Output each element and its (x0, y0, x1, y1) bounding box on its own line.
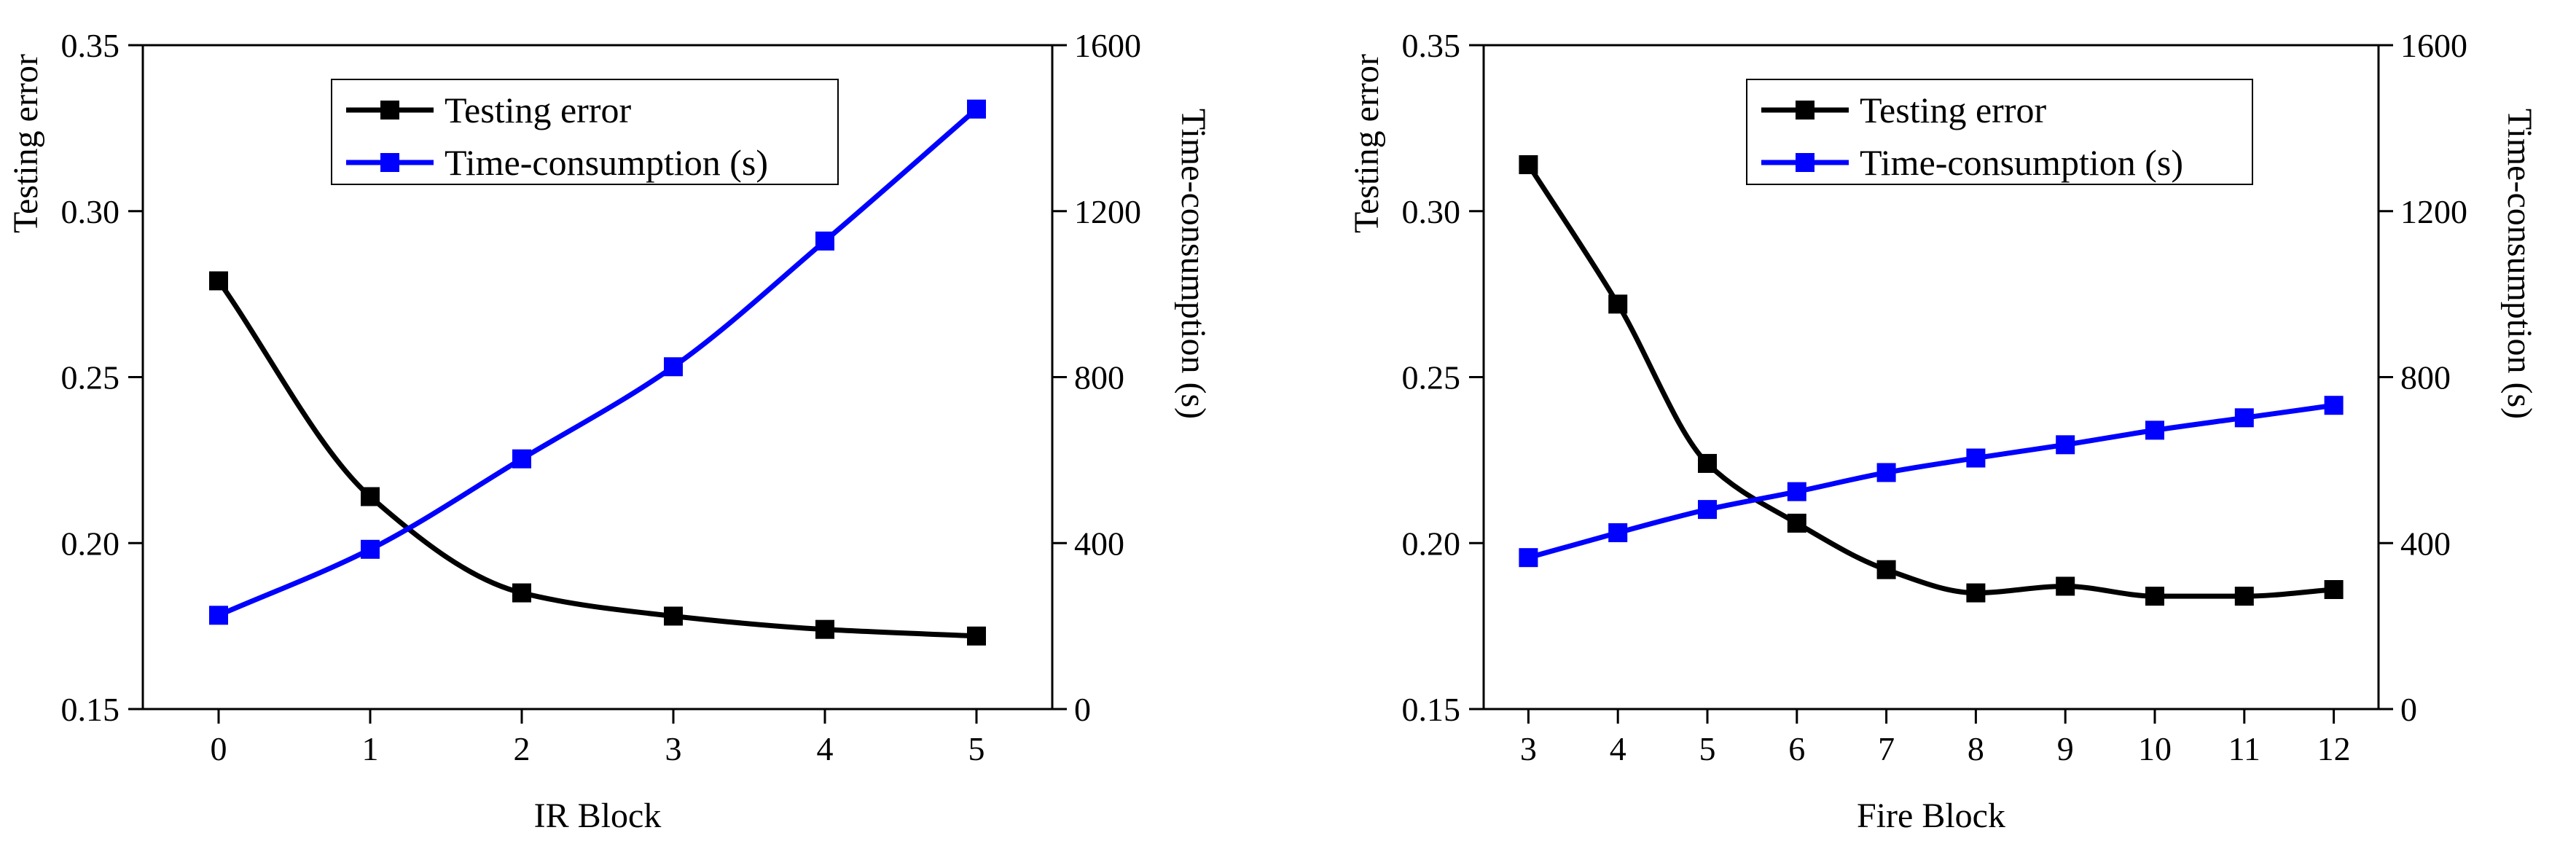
x-tick-label: 9 (2057, 730, 2074, 767)
x-tick-label: 10 (2138, 730, 2172, 767)
y-left-tick-label: 0.20 (1402, 525, 1461, 562)
x-tick-label: 5 (968, 730, 985, 767)
data-point-time-consumption (2056, 435, 2075, 455)
x-tick-label: 7 (1878, 730, 1895, 767)
y-left-axis-title: Testing error (7, 54, 45, 233)
data-point-time-consumption (1608, 523, 1628, 543)
y-left-tick-label: 0.35 (1402, 27, 1461, 64)
data-point-testing-error (1876, 560, 1896, 579)
data-point-testing-error (361, 487, 380, 506)
legend-marker-time-consumption (380, 153, 399, 172)
series-time-consumption (1519, 396, 2344, 568)
y-left-tick-label: 0.35 (61, 27, 120, 64)
data-point-testing-error (2056, 576, 2075, 596)
panel-1: 0 1 2 3 4 5 0.15 0.20 0.25 0.30 0.35 0 400 800 1200 160… (7, 27, 1213, 835)
y-right-tick-label: 400 (2400, 525, 2451, 562)
data-point-testing-error (1966, 583, 1986, 603)
data-point-testing-error (209, 271, 228, 291)
y-right-axis-title: Time-consumption (s) (2500, 109, 2539, 419)
series-testing-error (1519, 154, 2344, 606)
data-point-time-consumption (1698, 500, 1717, 520)
y-right-tick-label: 400 (1074, 525, 1124, 562)
data-point-testing-error (967, 626, 986, 646)
legend-box (1746, 79, 2253, 185)
data-point-testing-error (1519, 154, 1538, 174)
x-tick-label: 12 (2317, 730, 2351, 767)
legend-marker-time-consumption (1796, 153, 1814, 172)
data-point-testing-error (2234, 587, 2254, 606)
y-left-tick-label: 0.15 (1402, 691, 1461, 728)
data-point-time-consumption (664, 357, 683, 377)
legend: Testing error Time-consumption (s) (1746, 79, 2253, 185)
legend-box (331, 79, 839, 185)
series-testing-error (209, 271, 986, 646)
data-point-testing-error (1787, 513, 1806, 533)
legend-label-testing-error: Testing error (445, 90, 631, 130)
data-point-time-consumption (1519, 548, 1538, 568)
y-left-tick-label: 0.25 (1402, 359, 1461, 396)
x-tick-label: 8 (1968, 730, 1984, 767)
x-tick-label: 3 (1520, 730, 1537, 767)
y-left-tick-label: 0.30 (61, 193, 120, 230)
y-right-tick-label: 0 (2400, 691, 2417, 728)
x-tick-label: 2 (514, 730, 531, 767)
data-point-time-consumption (967, 99, 986, 119)
y-left-tick-label: 0.25 (61, 359, 120, 396)
x-tick-label: 5 (1699, 730, 1716, 767)
data-point-testing-error (1698, 453, 1717, 473)
y-right-tick-label: 1200 (1074, 193, 1141, 230)
x-tick-label: 0 (211, 730, 227, 767)
panel-2: 3 4 5 6 7 8 9 10 11 12 0.15 0.20 0.25 0.30 0.35 0 400 800… (1347, 27, 2539, 835)
x-axis-title: Fire Block (1857, 796, 2005, 835)
data-point-testing-error (664, 606, 683, 626)
data-point-testing-error (2324, 580, 2344, 600)
data-point-time-consumption (361, 539, 380, 559)
series-line-testing-error (1525, 162, 2337, 599)
x-tick-label: 11 (2228, 730, 2260, 767)
y-right-tick-label: 1600 (1074, 27, 1141, 64)
x-tick-label: 4 (817, 730, 834, 767)
y-right-tick-label: 800 (2400, 359, 2451, 396)
x-tick-label: 6 (1788, 730, 1805, 767)
series-time-consumption (209, 99, 986, 625)
y-left-axis-title: Testing error (1347, 54, 1386, 233)
y-right-tick-label: 1200 (2400, 193, 2467, 230)
y-right-tick-label: 1600 (2400, 27, 2467, 64)
legend-label-time-consumption: Time-consumption (s) (1860, 142, 2183, 183)
y-left-tick-label: 0.30 (1402, 193, 1461, 230)
legend-label-testing-error: Testing error (1860, 90, 2046, 130)
series-line-testing-error (216, 278, 979, 639)
data-point-time-consumption (1876, 463, 1896, 482)
y-left-tick-label: 0.20 (61, 525, 120, 562)
y-left-tick-label: 0.15 (61, 691, 120, 728)
series-line-time-consumption (216, 106, 979, 618)
data-point-time-consumption (209, 606, 228, 625)
x-tick-label: 1 (362, 730, 379, 767)
data-point-time-consumption (1966, 448, 1986, 468)
data-point-time-consumption (512, 449, 531, 469)
data-point-time-consumption (815, 231, 834, 251)
y-right-tick-label: 800 (1074, 359, 1124, 396)
data-point-time-consumption (1787, 482, 1806, 501)
data-point-testing-error (1608, 294, 1628, 314)
x-axis-title: IR Block (534, 796, 662, 835)
data-point-time-consumption (2145, 420, 2164, 440)
data-point-testing-error (815, 619, 834, 639)
y-right-axis-title: Time-consumption (s) (1174, 109, 1213, 419)
legend: Testing error Time-consumption (s) (331, 79, 839, 185)
series-line-time-consumption (1525, 402, 2337, 560)
legend-label-time-consumption: Time-consumption (s) (445, 142, 768, 183)
data-point-time-consumption (2324, 396, 2344, 415)
legend-marker-testing-error (380, 101, 399, 120)
data-point-testing-error (2145, 587, 2164, 606)
x-tick-label: 3 (665, 730, 682, 767)
y-right-tick-label: 0 (1074, 691, 1091, 728)
x-tick-label: 4 (1610, 730, 1626, 767)
data-point-testing-error (512, 583, 531, 603)
legend-marker-testing-error (1796, 101, 1814, 120)
data-point-time-consumption (2234, 408, 2254, 428)
